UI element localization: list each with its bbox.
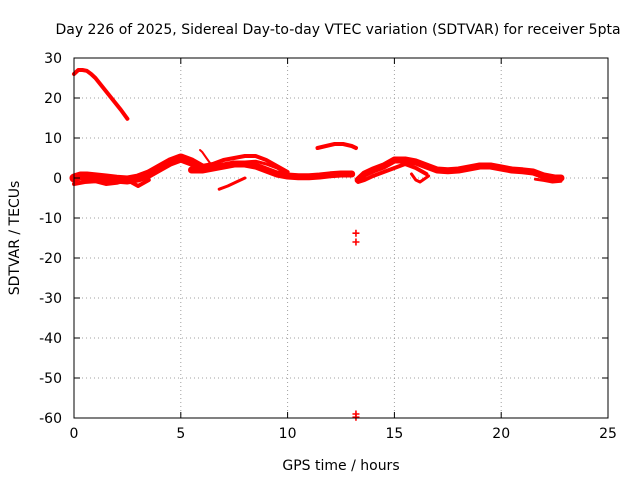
y-tick-label: 20 — [44, 91, 62, 107]
outlier-point — [352, 413, 360, 421]
series-arc-8h-b — [232, 159, 300, 180]
series-tail-22h — [533, 177, 563, 184]
series-band-mid-day — [188, 160, 356, 181]
plot-frame — [73, 57, 609, 419]
y-tick-label: 30 — [44, 51, 62, 67]
x-tick-labels: 0 5 10 15 20 25 — [70, 426, 617, 442]
series-spike-6h — [199, 149, 212, 165]
x-axis-label: GPS time / hours — [282, 458, 399, 474]
series-band-late — [354, 156, 565, 184]
chart-title: Day 226 of 2025, Sidereal Day-to-day VTE… — [55, 22, 620, 38]
y-tick-label: -20 — [39, 251, 62, 267]
outlier-point — [352, 238, 360, 246]
series-band-late-lower — [356, 162, 429, 184]
y-tick-label: 10 — [44, 131, 62, 147]
grid-lines — [74, 58, 608, 418]
x-tick-label: 10 — [279, 426, 297, 442]
series-arc-12h — [315, 142, 358, 150]
x-tick-label: 5 — [176, 426, 185, 442]
series-band-main-early — [69, 153, 207, 185]
y-tick-label: 0 — [53, 171, 62, 187]
series-band-lower-early — [72, 178, 151, 188]
y-tick-label: -40 — [39, 331, 62, 347]
y-tick-label: -10 — [39, 211, 62, 227]
series-dip-16h — [410, 172, 431, 184]
x-tick-label: 15 — [385, 426, 403, 442]
y-axis-label: SDTVAR / TECUs — [7, 181, 23, 296]
y-tick-label: -30 — [39, 291, 62, 307]
y-tick-labels: -60 -50 -40 -30 -20 -10 0 10 20 30 — [39, 51, 62, 427]
x-tick-label: 25 — [599, 426, 617, 442]
x-tick-label: 0 — [70, 426, 79, 442]
y-tick-label: -60 — [39, 411, 62, 427]
plot-data — [69, 68, 565, 421]
series-early-arc — [72, 68, 130, 121]
series-descending-7h — [217, 176, 247, 191]
y-tick-label: -50 — [39, 371, 62, 387]
outlier-point — [352, 229, 360, 237]
axis-ticks — [73, 57, 609, 419]
x-tick-label: 20 — [492, 426, 510, 442]
series-arc-8h — [200, 154, 290, 174]
